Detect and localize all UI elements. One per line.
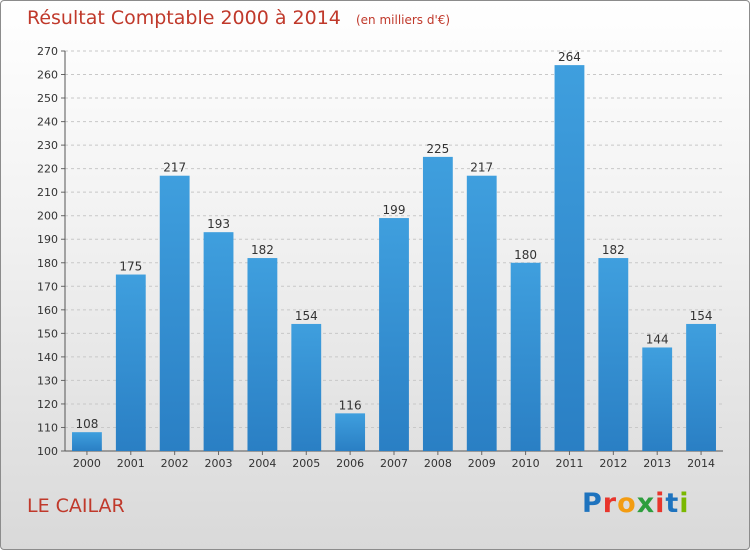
x-tick-label: 2001 (117, 457, 145, 470)
logo-letter: P (582, 488, 603, 519)
bar (247, 258, 278, 451)
bar (115, 274, 146, 451)
bar (686, 323, 716, 451)
bar-value-label: 182 (602, 243, 625, 257)
x-tick-label: 2014 (687, 457, 715, 470)
y-tick-label: 140 (37, 351, 58, 364)
x-tick-label: 2009 (468, 457, 496, 470)
bar (642, 347, 673, 451)
y-tick-label: 230 (37, 139, 58, 152)
bar (510, 262, 541, 451)
bar-value-label: 154 (295, 309, 318, 323)
bar-value-label: 193 (207, 217, 230, 231)
bar-value-label: 175 (119, 260, 142, 274)
labels: 100 110 120 130 140 150 160 170 180 190 200 210 220 2… (37, 45, 715, 470)
bar-value-label: 225 (426, 142, 449, 156)
bar-value-label: 154 (690, 309, 713, 323)
proxiti-logo: Proxiti (582, 488, 690, 519)
bar (335, 413, 366, 451)
bar (203, 232, 234, 451)
y-tick-label: 180 (37, 257, 58, 270)
bar-value-label: 182 (251, 243, 274, 257)
bar (159, 175, 190, 452)
y-tick-label: 170 (37, 280, 58, 293)
y-tick-label: 210 (37, 186, 58, 199)
bar-value-label: 217 (470, 161, 493, 175)
bar-value-label: 199 (383, 203, 406, 217)
bar (598, 258, 629, 451)
x-tick-label: 2008 (424, 457, 452, 470)
bar-value-label: 264 (558, 50, 581, 64)
x-tick-label: 2013 (643, 457, 671, 470)
y-tick-label: 160 (37, 304, 58, 317)
bar (379, 218, 409, 451)
x-tick-label: 2006 (336, 457, 364, 470)
y-tick-label: 150 (37, 327, 58, 340)
y-tick-label: 110 (37, 421, 58, 434)
commune-name: LE CAILAR (27, 495, 125, 517)
chart-title: Résultat Comptable 2000 à 2014 (27, 7, 341, 29)
y-tick-label: 120 (37, 398, 58, 411)
x-tick-label: 2003 (205, 457, 233, 470)
bar-value-label: 144 (646, 332, 669, 346)
x-tick-label: 2011 (555, 457, 583, 470)
logo-letter: r (602, 488, 618, 519)
x-tick-label: 2004 (248, 457, 276, 470)
bar (554, 65, 585, 451)
x-tick-label: 2002 (161, 457, 189, 470)
chart-unit: (en milliers d'€) (355, 13, 451, 27)
y-tick-label: 250 (37, 92, 58, 105)
y-tick-label: 220 (37, 163, 58, 176)
bar-value-label: 108 (75, 417, 98, 431)
logo-letter: i (679, 488, 690, 519)
logo-letter: x (636, 488, 656, 519)
bars (72, 65, 716, 452)
bar (72, 432, 102, 451)
bar (422, 156, 453, 451)
bar (291, 323, 322, 451)
y-tick-label: 190 (37, 233, 58, 246)
x-tick-label: 2010 (512, 457, 540, 470)
x-tick-label: 2000 (73, 457, 101, 470)
logo-letter: o (617, 488, 637, 519)
y-tick-label: 200 (37, 210, 58, 223)
y-tick-label: 240 (37, 116, 58, 129)
y-tick-label: 130 (37, 374, 58, 387)
bar-value-label: 217 (163, 161, 186, 175)
logo-letter: i (655, 488, 666, 519)
logo-letter: t (665, 488, 680, 519)
y-tick-label: 260 (37, 69, 58, 82)
x-tick-label: 2012 (599, 457, 627, 470)
bar-value-label: 116 (339, 398, 362, 412)
x-tick-label: 2005 (292, 457, 320, 470)
y-tick-label: 100 (37, 445, 58, 458)
title-line: Résultat Comptable 2000 à 2014 (en milli… (27, 7, 450, 29)
bar-value-label: 180 (514, 248, 537, 262)
bar (466, 175, 497, 452)
y-tick-label: 270 (37, 45, 58, 58)
x-tick-label: 2007 (380, 457, 408, 470)
